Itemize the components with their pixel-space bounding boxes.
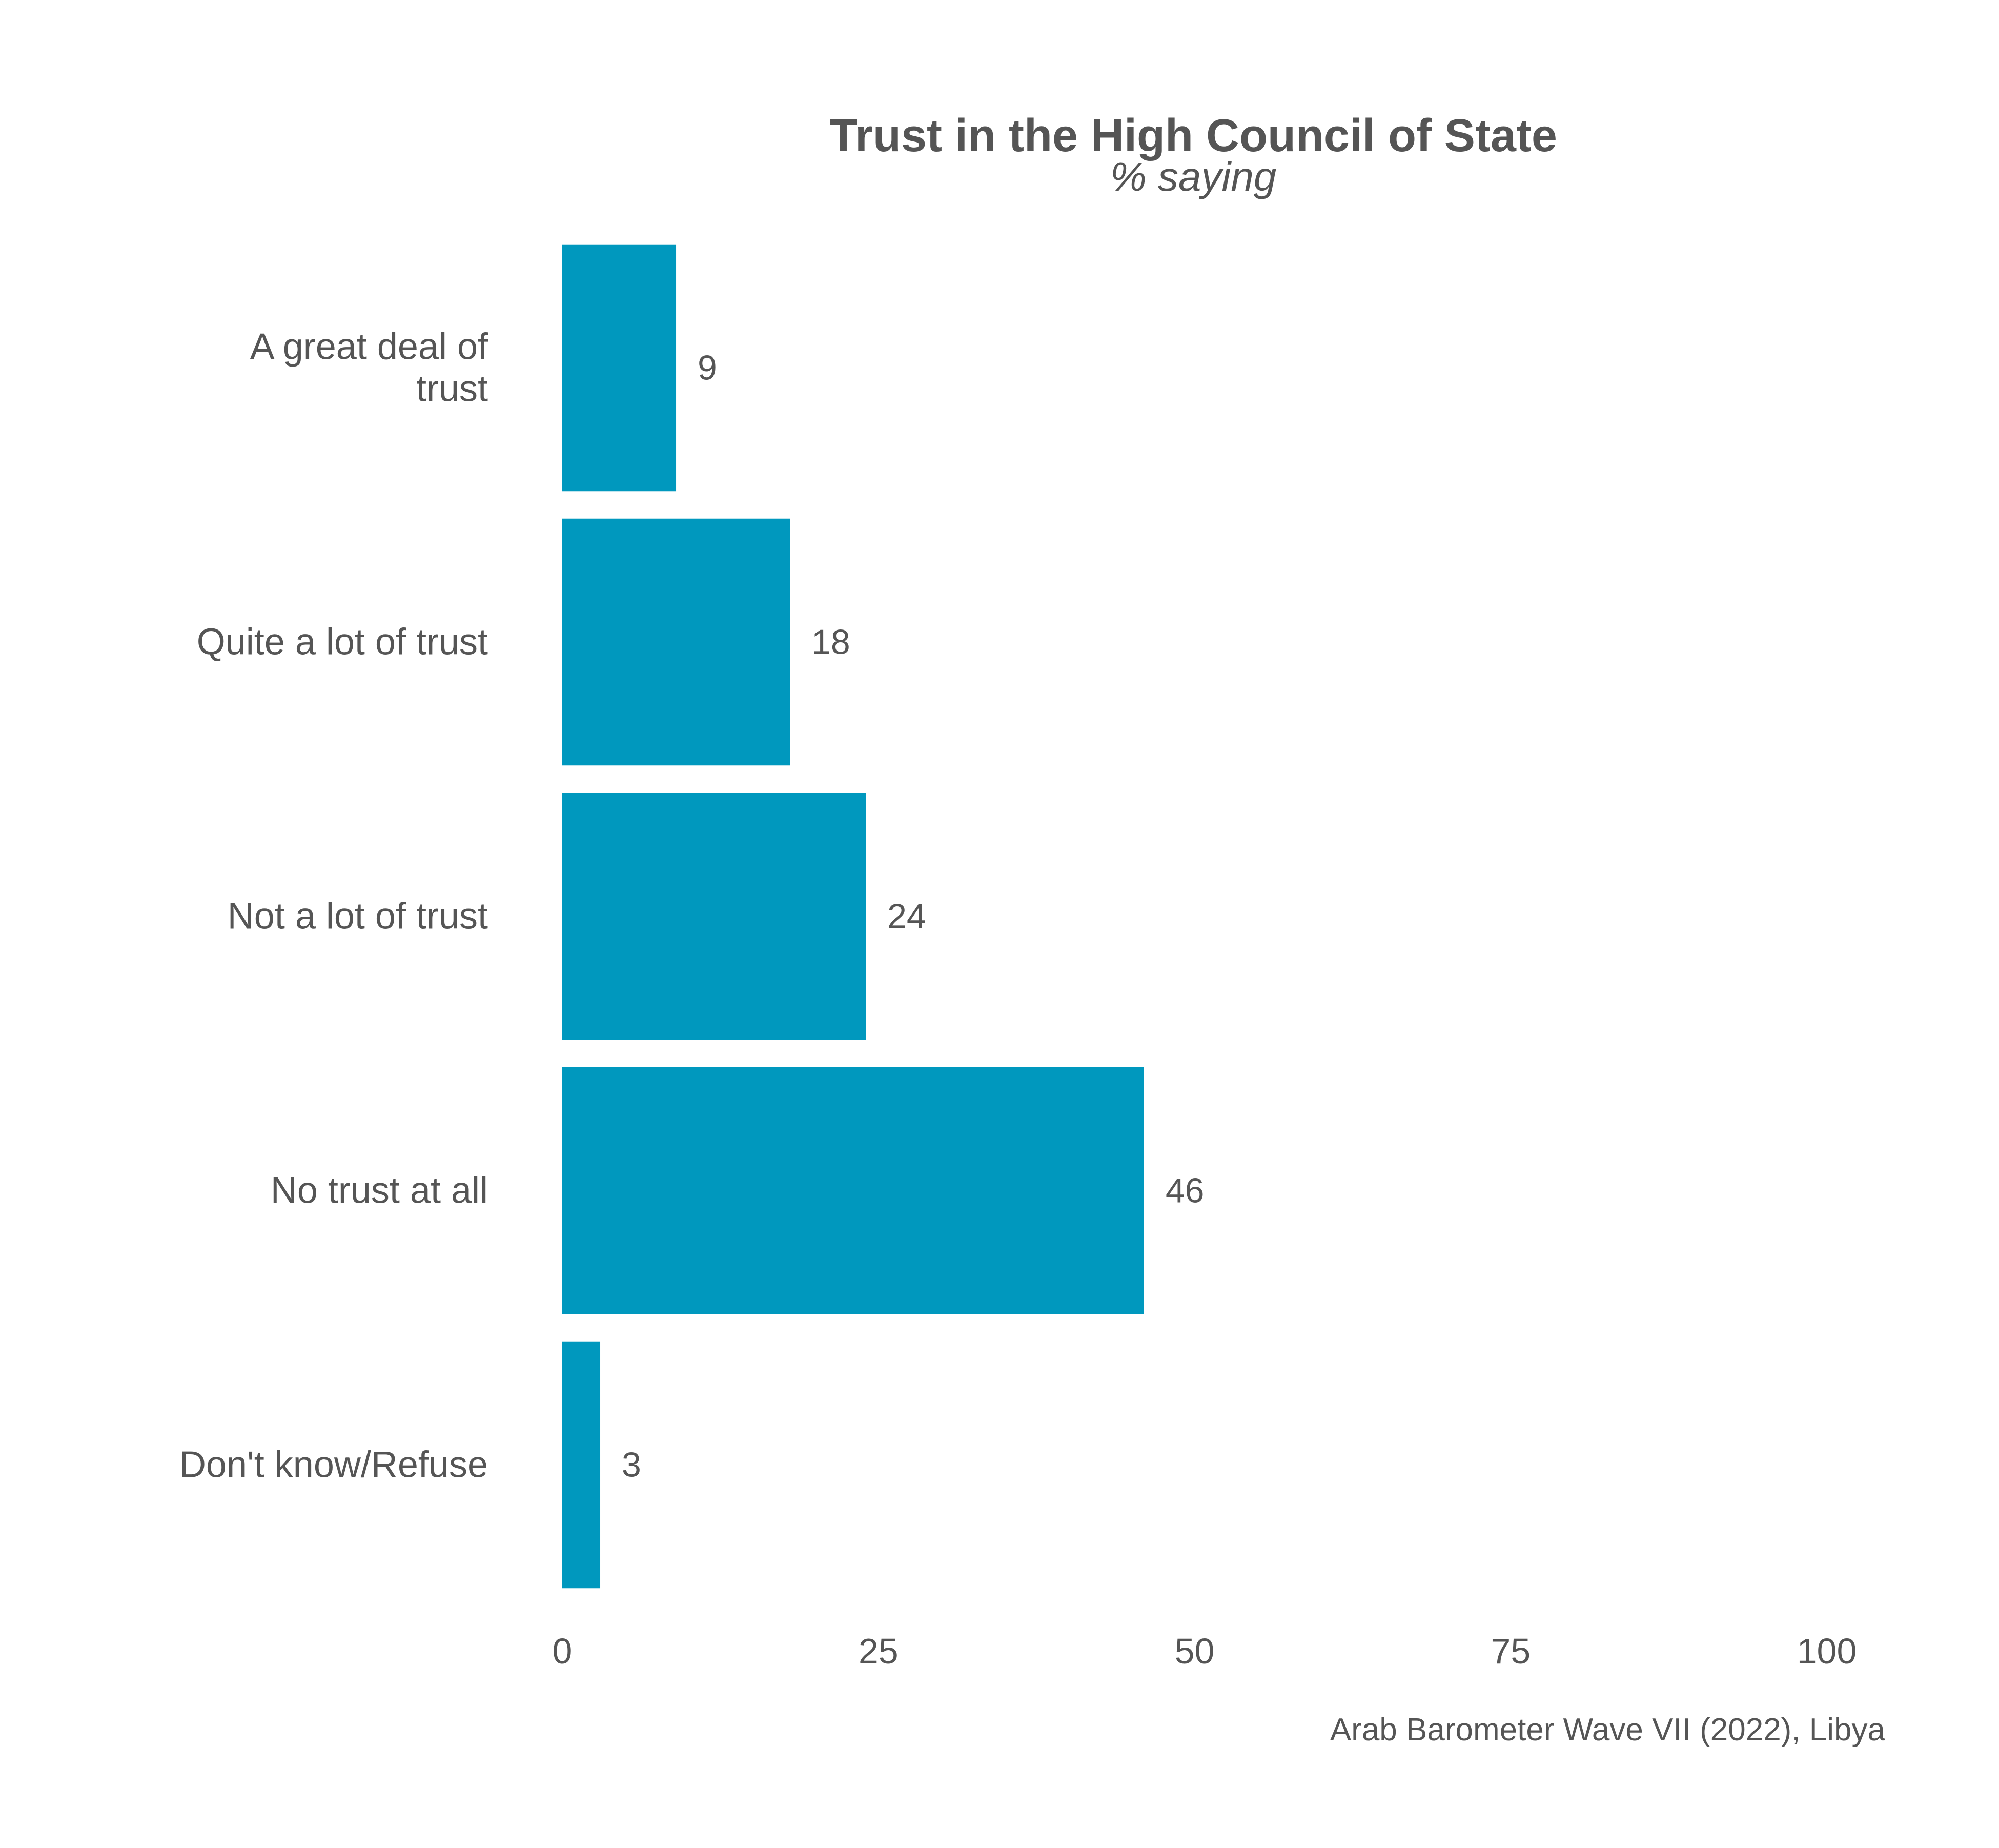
chart-title: Trust in the High Council of State bbox=[829, 110, 1557, 161]
category-label-line: Quite a lot of trust bbox=[197, 622, 488, 663]
bars-group bbox=[562, 244, 1144, 1589]
category-label-line: Not a lot of trust bbox=[228, 896, 488, 937]
bar-2 bbox=[562, 793, 866, 1040]
category-label-0: A great deal of trust bbox=[250, 327, 488, 410]
value-label-1: 18 bbox=[811, 623, 850, 662]
category-label-3: No trust at all bbox=[271, 1170, 488, 1211]
category-label-1: Quite a lot of trust bbox=[197, 622, 488, 663]
bar-4 bbox=[562, 1341, 601, 1589]
x-tick-label-1: 25 bbox=[859, 1631, 899, 1671]
category-label-line: A great deal of bbox=[250, 327, 488, 368]
bar-3 bbox=[562, 1067, 1144, 1314]
x-tick-label-4: 100 bbox=[1797, 1631, 1857, 1671]
bar-1 bbox=[562, 518, 790, 766]
chart-caption: Arab Barometer Wave VII (2022), Libya bbox=[1330, 1712, 1886, 1748]
value-label-4: 3 bbox=[622, 1446, 641, 1485]
category-label-2: Not a lot of trust bbox=[228, 896, 488, 937]
x-tick-label-3: 75 bbox=[1491, 1631, 1531, 1671]
value-label-2: 24 bbox=[887, 897, 926, 936]
value-label-0: 9 bbox=[698, 349, 717, 388]
value-label-3: 46 bbox=[1166, 1171, 1205, 1210]
x-tick-label-0: 0 bbox=[553, 1631, 573, 1671]
category-label-line: No trust at all bbox=[271, 1170, 488, 1211]
category-label-line: Don't know/Refuse bbox=[179, 1445, 488, 1486]
x-axis: 0 25 50 75 100 bbox=[553, 1631, 1857, 1671]
category-label-line: trust bbox=[416, 369, 488, 410]
x-tick-label-2: 50 bbox=[1175, 1631, 1215, 1671]
category-label-4: Don't know/Refuse bbox=[179, 1445, 488, 1486]
bar-0 bbox=[562, 244, 677, 492]
value-labels: 9 18 24 46 3 bbox=[622, 349, 1204, 1485]
chart-subtitle: % saying bbox=[1110, 154, 1277, 199]
category-labels: A great deal of trust Quite a lot of trust… bbox=[179, 327, 488, 1486]
